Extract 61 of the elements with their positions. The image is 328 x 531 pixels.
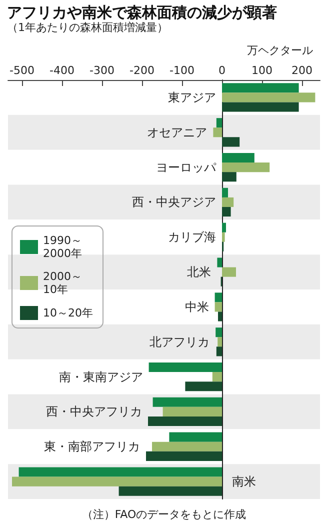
bar bbox=[222, 92, 316, 102]
bar bbox=[222, 188, 228, 198]
bar bbox=[152, 397, 222, 407]
bar bbox=[118, 486, 222, 496]
y-tick-label: 東アジア bbox=[168, 90, 216, 104]
bar bbox=[12, 476, 222, 486]
bar bbox=[146, 451, 222, 461]
bar bbox=[222, 267, 236, 277]
y-tick-label: カリブ海 bbox=[168, 230, 216, 244]
bar bbox=[216, 118, 222, 128]
bar bbox=[218, 312, 222, 322]
x-tick-label: 200 bbox=[292, 64, 312, 77]
bar bbox=[214, 292, 222, 302]
bar bbox=[169, 432, 222, 442]
y-tick-label: 中米 bbox=[184, 300, 209, 314]
y-tick-label: 西・中央アフリカ bbox=[46, 404, 142, 419]
legend-label: 1990～2000年 bbox=[43, 234, 82, 260]
bar bbox=[212, 372, 222, 382]
chart-subtitle: （1年あたりの森林面積増減量） bbox=[7, 21, 168, 34]
y-tick-label: 東・南部アフリカ bbox=[44, 440, 140, 454]
bar bbox=[148, 416, 222, 426]
bar bbox=[222, 152, 254, 163]
y-tick-label: 南・東南アジア bbox=[58, 370, 143, 384]
bar bbox=[217, 258, 222, 268]
y-tick-label: 北アフリカ bbox=[150, 334, 210, 349]
bar bbox=[148, 362, 222, 372]
y-tick-label: オセアニア bbox=[147, 125, 208, 140]
x-tick-label: -300 bbox=[90, 64, 114, 77]
bar bbox=[216, 328, 222, 338]
text: （注）FAOのデータをもとに作成 bbox=[82, 508, 246, 521]
x-axis-title: 万ヘクタール bbox=[247, 44, 313, 57]
bar bbox=[222, 172, 236, 182]
bar bbox=[222, 102, 299, 112]
bar bbox=[222, 206, 231, 217]
bar bbox=[214, 302, 222, 312]
x-tick-label: -400 bbox=[50, 64, 74, 77]
bar bbox=[222, 222, 226, 232]
bar bbox=[213, 128, 222, 138]
legend-label: 10～20年 bbox=[43, 306, 93, 320]
x-tick-label: -200 bbox=[130, 64, 154, 77]
chart-title: アフリカや南米で森林面積の減少が顕著 bbox=[7, 4, 277, 22]
bar bbox=[218, 337, 222, 347]
bar bbox=[185, 382, 222, 392]
x-tick-label: -500 bbox=[10, 64, 34, 77]
bar bbox=[222, 162, 270, 172]
y-tick-label: 南米 bbox=[232, 474, 256, 489]
y-tick-label: 北米 bbox=[187, 265, 212, 280]
bar bbox=[18, 467, 222, 477]
bar bbox=[222, 197, 234, 207]
bar bbox=[162, 406, 222, 416]
x-tick-label: 0 bbox=[218, 64, 226, 77]
legend-label: 2000～10年 bbox=[43, 270, 82, 296]
x-tick-label: 100 bbox=[252, 64, 272, 77]
y-tick-label: ヨーロッパ bbox=[156, 160, 217, 174]
bar bbox=[152, 442, 222, 452]
y-tick-label: 西・中央アジア bbox=[132, 195, 216, 210]
bar bbox=[222, 137, 240, 147]
bar bbox=[216, 346, 222, 356]
bar bbox=[222, 83, 299, 93]
bar bbox=[222, 232, 225, 242]
x-tick-label: -100 bbox=[170, 64, 194, 77]
